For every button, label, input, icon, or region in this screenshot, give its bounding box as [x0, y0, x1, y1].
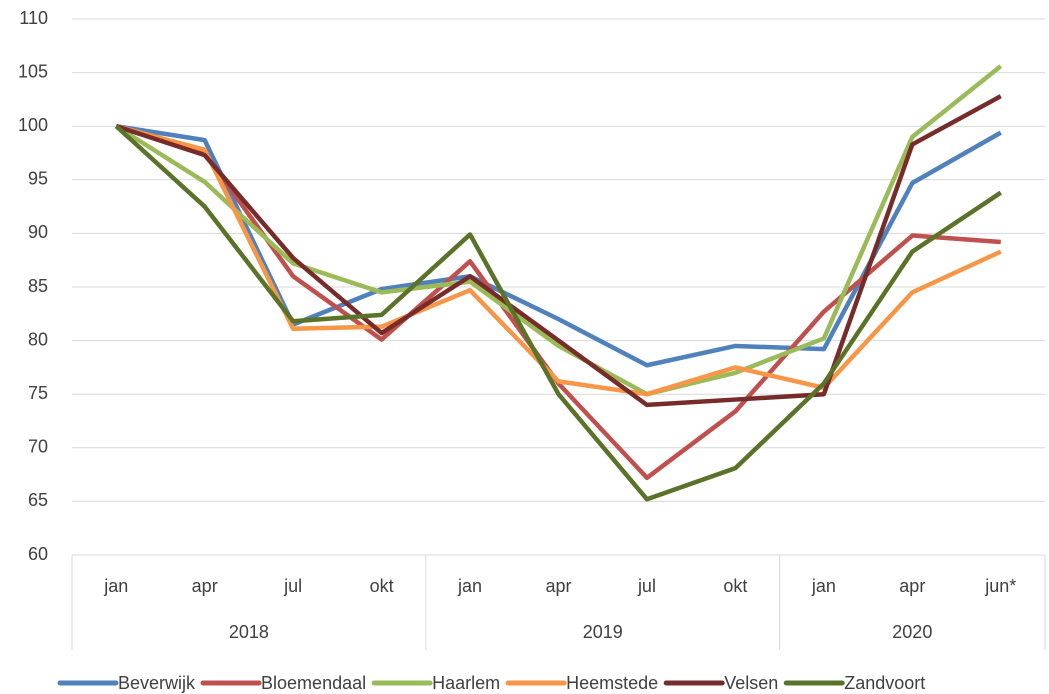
- y-tick-label: 90: [28, 222, 48, 242]
- y-tick-label: 95: [28, 169, 48, 189]
- y-tick-label: 85: [28, 276, 48, 296]
- y-tick-label: 80: [28, 329, 48, 349]
- x-tick-label: okt: [723, 576, 747, 596]
- legend-label: Bloemendaal: [261, 673, 366, 693]
- y-tick-label: 60: [28, 544, 48, 564]
- series-line: [115, 123, 1002, 368]
- x-tick-label: jun*: [984, 576, 1016, 596]
- legend-label: Haarlem: [432, 673, 500, 693]
- x-tick-label: jul: [637, 576, 656, 596]
- x-tick-label: jan: [457, 576, 482, 596]
- series-line: [115, 64, 1003, 397]
- series-line: [115, 94, 1002, 408]
- x-tick-label: jul: [283, 576, 302, 596]
- series-line: [115, 124, 1002, 397]
- x-tick-label: jan: [103, 576, 128, 596]
- legend-label: Beverwijk: [118, 673, 196, 693]
- group-label: 2018: [229, 622, 269, 642]
- y-tick-label: 110: [19, 8, 48, 28]
- legend-label: Zandvoort: [844, 673, 925, 693]
- series-line: [115, 124, 1001, 481]
- x-tick-label: apr: [899, 576, 925, 596]
- group-label: 2019: [583, 622, 623, 642]
- legend-label: Heemstede: [566, 673, 658, 693]
- x-tick-label: okt: [370, 576, 394, 596]
- x-tick-label: jan: [811, 576, 836, 596]
- y-tick-label: 70: [28, 437, 48, 457]
- x-tick-label: apr: [545, 576, 571, 596]
- y-tick-label: 105: [18, 61, 48, 81]
- legend-label: Velsen: [724, 673, 778, 693]
- x-tick-label: apr: [192, 576, 218, 596]
- y-tick-label: 65: [28, 490, 48, 510]
- group-label: 2020: [892, 622, 932, 642]
- y-tick-label: 75: [28, 383, 48, 403]
- series-line: [114, 124, 1003, 502]
- y-tick-label: 100: [18, 115, 48, 135]
